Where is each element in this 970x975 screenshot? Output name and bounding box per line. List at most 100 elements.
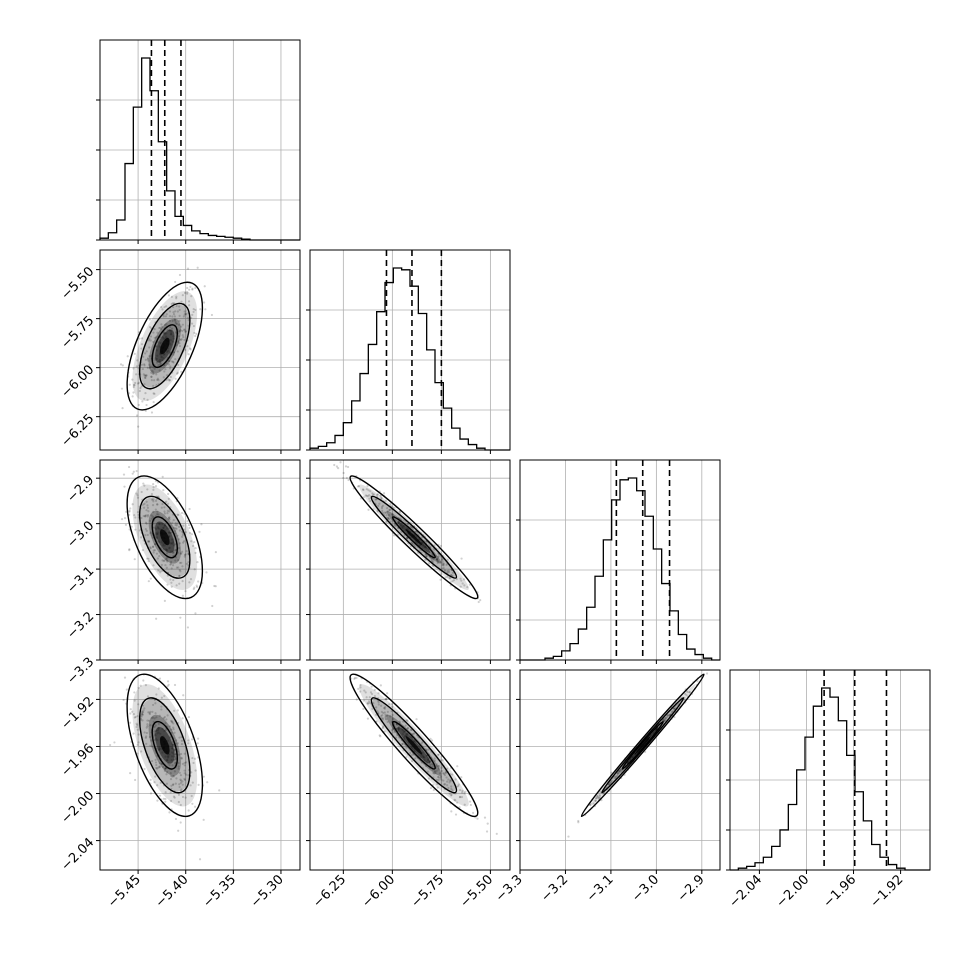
scatter-point — [193, 541, 196, 544]
scatter-point — [169, 531, 172, 535]
scatter-point — [459, 577, 462, 580]
scatter-point — [177, 341, 180, 344]
x-tick-label: −2.00 — [774, 872, 813, 911]
scatter-point — [136, 359, 139, 362]
scatter-point — [187, 300, 191, 303]
panel-frame — [99, 669, 301, 871]
scatter-point — [177, 547, 181, 550]
scatter-point — [132, 391, 135, 394]
scatter-point — [359, 686, 362, 689]
scatter-point — [387, 513, 391, 517]
scatter-point — [173, 318, 176, 321]
scatter-point — [158, 326, 161, 330]
scatter-point — [144, 374, 148, 377]
scatter-point — [183, 752, 186, 755]
scatter-point — [365, 696, 368, 699]
scatter-point — [422, 756, 425, 759]
scatter-point — [154, 358, 157, 361]
scatter-point — [342, 471, 345, 475]
scatter-point — [187, 773, 190, 777]
scatter-point — [437, 753, 440, 756]
scatter-point — [174, 320, 177, 323]
scatter-point — [152, 703, 155, 707]
scatter-point — [150, 534, 153, 537]
scatter-point — [156, 738, 159, 742]
scatter-point — [193, 331, 196, 335]
scatter-point — [463, 792, 466, 795]
scatter-point — [144, 514, 147, 517]
scatter-point — [176, 310, 179, 313]
scatter-point — [464, 790, 467, 793]
scatter-point — [146, 357, 150, 360]
contour-0 — [151, 516, 179, 559]
scatter-point — [189, 531, 192, 535]
scatter-point — [121, 364, 124, 367]
scatter-point — [433, 757, 436, 760]
scatter-point — [382, 492, 386, 495]
scatter-point — [149, 339, 152, 342]
scatter-point — [165, 500, 168, 503]
scatter-point — [136, 715, 139, 718]
scatter-point — [143, 484, 146, 487]
scatter-point — [400, 523, 403, 526]
scatter-point — [204, 308, 207, 311]
scatter-point — [169, 772, 172, 775]
scatter-point — [171, 360, 175, 363]
scatter-point — [410, 541, 414, 545]
scatter-point — [183, 777, 186, 781]
scatter-point — [477, 600, 480, 604]
scatter-point — [421, 754, 425, 757]
scatter-point — [170, 541, 173, 544]
scatter-point — [469, 803, 472, 807]
scatter-point — [156, 354, 159, 357]
scatter-point — [389, 520, 392, 523]
scatter-point — [168, 811, 171, 814]
scatter-point — [146, 725, 149, 728]
scatter-point — [185, 562, 188, 565]
scatter-point — [368, 696, 371, 699]
scatter-point — [432, 558, 435, 561]
scatter-point — [406, 719, 409, 722]
density-level-4 — [159, 529, 170, 546]
scatter-point — [380, 710, 383, 713]
scatter-point — [168, 329, 171, 332]
scatter-point — [393, 731, 396, 734]
scatter-point — [190, 738, 194, 741]
scatter-point — [193, 586, 196, 589]
scatter-point — [362, 496, 365, 499]
scatter-point — [427, 748, 430, 751]
scatter-point — [198, 530, 201, 533]
x-tick-label: −3.3 — [493, 872, 526, 905]
scatter-point — [362, 488, 365, 492]
scatter-point — [154, 543, 157, 546]
scatter-point — [176, 340, 180, 343]
scatter-point — [460, 557, 463, 560]
scatter-point — [198, 858, 202, 861]
scatter-point — [437, 766, 440, 769]
contour-1 — [138, 697, 191, 794]
scatter-point — [388, 508, 392, 511]
scatter-point — [178, 574, 181, 577]
scatter-point — [399, 523, 402, 527]
scatter-point — [422, 544, 426, 547]
scatter-point — [145, 735, 148, 738]
scatter-point — [437, 555, 440, 558]
scatter-point — [171, 521, 174, 524]
x-tick-label: −5.45 — [105, 872, 144, 911]
scatter-point — [180, 511, 184, 515]
scatter-point — [433, 769, 436, 773]
scatter-point — [468, 583, 471, 586]
scatter-point — [128, 721, 132, 724]
scatter-point — [152, 486, 155, 489]
scatter-point — [597, 796, 600, 799]
scatter-point — [190, 794, 193, 798]
scatter-point — [135, 414, 139, 417]
scatter-point — [186, 267, 190, 270]
scatter-point — [194, 612, 197, 615]
scatter-point — [168, 518, 171, 521]
scatter-point — [160, 506, 163, 509]
scatter-point — [155, 763, 158, 767]
scatter-point — [366, 484, 369, 488]
scatter-point — [174, 559, 177, 562]
scatter-point — [155, 766, 158, 769]
